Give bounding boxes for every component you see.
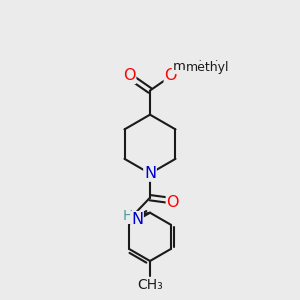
Text: methyl: methyl bbox=[172, 61, 219, 74]
Text: N: N bbox=[131, 212, 143, 227]
Text: CH₃: CH₃ bbox=[137, 278, 163, 292]
Text: methyl: methyl bbox=[186, 61, 230, 74]
Text: O: O bbox=[167, 195, 179, 210]
Text: O: O bbox=[123, 68, 136, 83]
Text: H: H bbox=[123, 209, 134, 223]
Text: N: N bbox=[144, 166, 156, 181]
Text: O: O bbox=[164, 68, 177, 83]
